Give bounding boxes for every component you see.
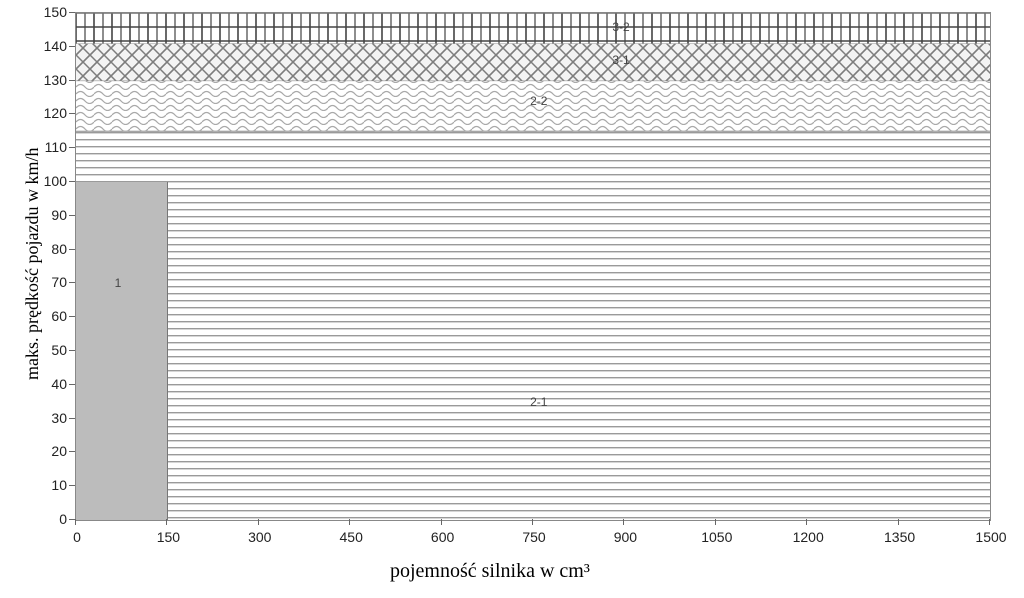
y-tick-label: 140: [44, 38, 67, 54]
x-tick: [898, 519, 899, 525]
y-tick-label: 70: [51, 274, 67, 290]
band-label-3-1: 3-1: [612, 53, 629, 67]
x-tick-label: 1050: [697, 529, 737, 545]
x-tick: [989, 519, 990, 525]
y-tick: [69, 418, 75, 419]
y-tick-label: 100: [44, 173, 67, 189]
y-tick-label: 20: [51, 443, 67, 459]
y-tick: [69, 80, 75, 81]
y-tick-label: 0: [59, 511, 67, 527]
band-label-2-2: 2-2: [530, 94, 547, 108]
band-2-1: [76, 131, 990, 520]
x-tick: [166, 519, 167, 525]
y-tick: [69, 451, 75, 452]
y-tick-label: 130: [44, 72, 67, 88]
y-tick: [69, 46, 75, 47]
y-tick-label: 80: [51, 241, 67, 257]
x-tick-label: 1350: [880, 529, 920, 545]
x-tick: [75, 519, 76, 525]
y-tick-label: 110: [45, 139, 67, 155]
x-tick-label: 0: [57, 529, 97, 545]
y-tick-label: 90: [51, 207, 67, 223]
y-tick-label: 40: [51, 376, 67, 392]
bands-layer: [76, 13, 990, 520]
x-tick-label: 450: [331, 529, 371, 545]
y-tick: [69, 12, 75, 13]
chart-container: maks. prędkość pojazdu w km/h pojemność …: [0, 0, 1024, 598]
y-tick: [69, 215, 75, 216]
x-tick: [441, 519, 442, 525]
region-label-1: 1: [115, 276, 122, 290]
y-tick: [69, 316, 75, 317]
band-3-2: [76, 13, 990, 43]
x-tick: [532, 519, 533, 525]
band-3-1: [76, 43, 990, 80]
y-tick-label: 60: [51, 308, 67, 324]
x-tick-label: 900: [605, 529, 645, 545]
region-1: [76, 182, 168, 520]
x-tick-label: 750: [514, 529, 554, 545]
y-tick-label: 120: [44, 105, 67, 121]
y-tick: [69, 350, 75, 351]
y-tick: [69, 249, 75, 250]
band-label-3-2: 3-2: [612, 20, 629, 34]
y-tick-label: 10: [51, 477, 67, 493]
y-axis-title: maks. prędkość pojazdu w km/h: [22, 148, 43, 380]
x-tick: [715, 519, 716, 525]
x-tick-label: 300: [240, 529, 280, 545]
x-axis-title: pojemność silnika w cm³: [390, 560, 590, 583]
y-tick: [69, 113, 75, 114]
x-tick: [623, 519, 624, 525]
x-tick-label: 600: [423, 529, 463, 545]
x-tick-label: 1500: [971, 529, 1011, 545]
x-tick-label: 150: [148, 529, 188, 545]
y-tick-label: 150: [44, 4, 67, 20]
plot-area: 2-1 2-2 3-1 3-2 1: [75, 12, 991, 521]
y-tick: [69, 282, 75, 283]
y-tick: [69, 485, 75, 486]
y-tick: [69, 181, 75, 182]
y-tick: [69, 384, 75, 385]
y-tick: [69, 147, 75, 148]
x-tick-label: 1200: [788, 529, 828, 545]
y-tick-label: 50: [51, 342, 67, 358]
band-label-2-1: 2-1: [530, 395, 547, 409]
x-tick: [349, 519, 350, 525]
x-tick: [258, 519, 259, 525]
y-tick-label: 30: [51, 410, 67, 426]
x-tick: [806, 519, 807, 525]
